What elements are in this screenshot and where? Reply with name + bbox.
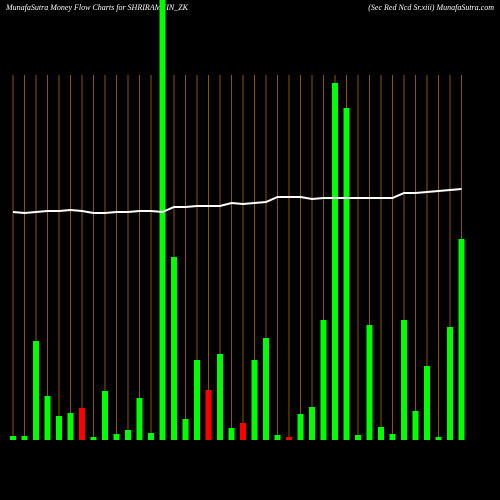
bar	[159, 0, 166, 440]
bar	[113, 434, 120, 440]
money-flow-line	[12, 188, 462, 215]
bar	[67, 413, 74, 440]
bar	[355, 435, 361, 440]
bar	[102, 391, 108, 440]
chart-title: MunafaSutra Money Flow Charts for SHRIRA…	[5, 3, 189, 12]
bar	[297, 414, 304, 440]
bar	[240, 423, 246, 440]
bar	[286, 437, 292, 440]
bar	[263, 338, 269, 440]
bar	[79, 408, 85, 440]
bar	[44, 396, 51, 440]
bar	[309, 407, 315, 440]
bar	[389, 434, 396, 440]
chart-subtitle: (Sec Red Ncd Sr.xiii) MunafaSutra.com	[368, 3, 494, 12]
bar	[458, 239, 465, 440]
bar	[412, 411, 419, 440]
bar	[33, 341, 39, 440]
bar	[90, 437, 97, 440]
bar	[10, 436, 16, 440]
bar	[343, 108, 350, 440]
bar	[148, 433, 154, 440]
bar	[366, 325, 373, 440]
bar	[332, 83, 338, 440]
bar	[56, 416, 62, 440]
bar	[447, 327, 453, 440]
bar	[228, 428, 235, 440]
bar	[401, 320, 407, 440]
bar	[136, 398, 143, 440]
bar	[251, 360, 258, 440]
bar	[435, 437, 442, 440]
bar	[21, 436, 28, 440]
bar	[274, 435, 281, 440]
bar	[378, 427, 384, 440]
bar	[424, 366, 430, 440]
bar	[217, 354, 223, 440]
bar	[171, 257, 177, 440]
bar	[320, 320, 327, 440]
bar	[182, 419, 189, 440]
bar	[125, 430, 131, 440]
bar	[194, 360, 200, 440]
bar	[205, 390, 212, 440]
